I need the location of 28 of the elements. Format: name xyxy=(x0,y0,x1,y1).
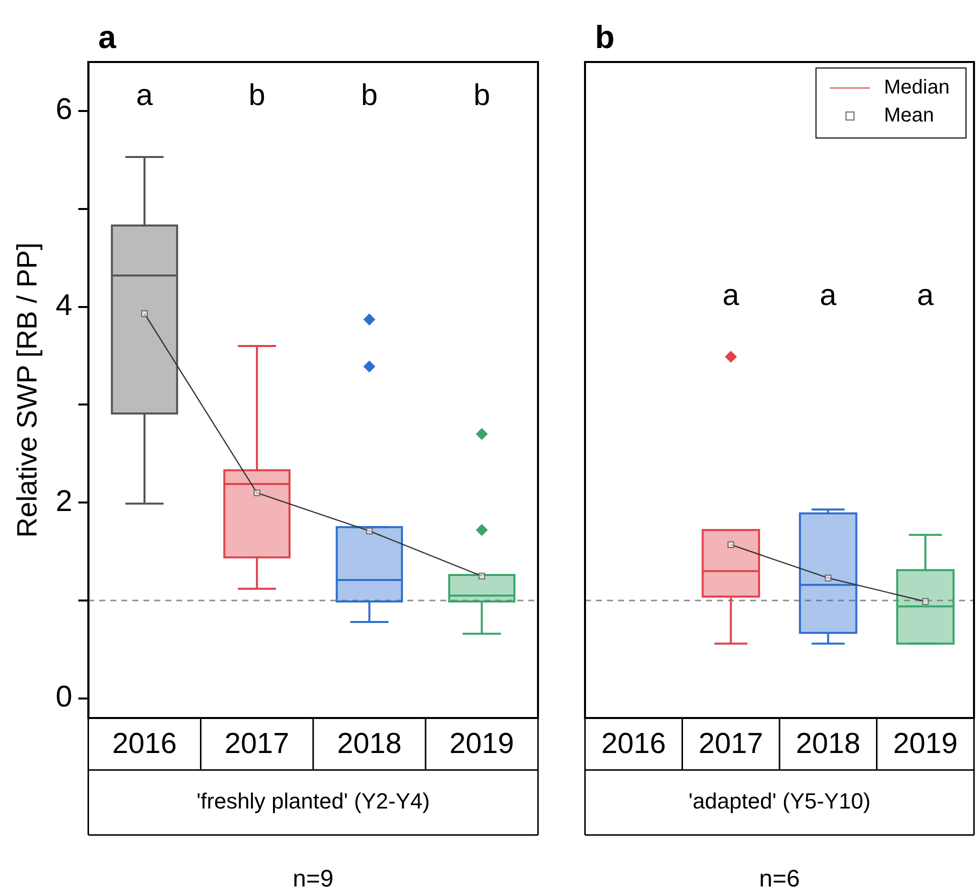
legend-label: Median xyxy=(884,76,950,99)
legend-label: Mean xyxy=(884,104,934,127)
chart-title: a xyxy=(98,19,116,55)
y-axis-title: Relative SWP [RB / PP] xyxy=(12,242,43,538)
annotation: a xyxy=(917,278,934,312)
y-tick-label: 6 xyxy=(56,93,72,126)
x-tick-label: 2018 xyxy=(796,728,860,760)
annotation: a xyxy=(722,278,740,312)
x-tick-label: 2017 xyxy=(224,728,290,760)
x-tick-label: 2016 xyxy=(112,728,177,760)
chart-title: b xyxy=(595,19,615,55)
x-tick-label: 2016 xyxy=(601,728,666,760)
x-tick-label: 2018 xyxy=(337,728,402,760)
x-axis-title: 'adapted' (Y5-Y10) xyxy=(688,788,871,814)
y-tick-label: 4 xyxy=(56,289,72,322)
y-tick-label: 0 xyxy=(56,680,72,714)
x-tick-label: 2019 xyxy=(893,728,958,760)
text: n=6 xyxy=(759,866,800,892)
annotation: a xyxy=(820,278,837,312)
x-tick-label: 2019 xyxy=(450,728,514,760)
x-tick-label: 2017 xyxy=(698,728,764,760)
text: n=9 xyxy=(292,866,334,892)
x-axis-title: 'freshly planted' (Y2-Y4) xyxy=(196,788,430,814)
annotation: b xyxy=(248,79,266,112)
annotation: b xyxy=(361,79,378,112)
annotation: a xyxy=(136,79,154,112)
annotation: b xyxy=(473,79,490,112)
y-tick-label: 2 xyxy=(56,484,72,518)
